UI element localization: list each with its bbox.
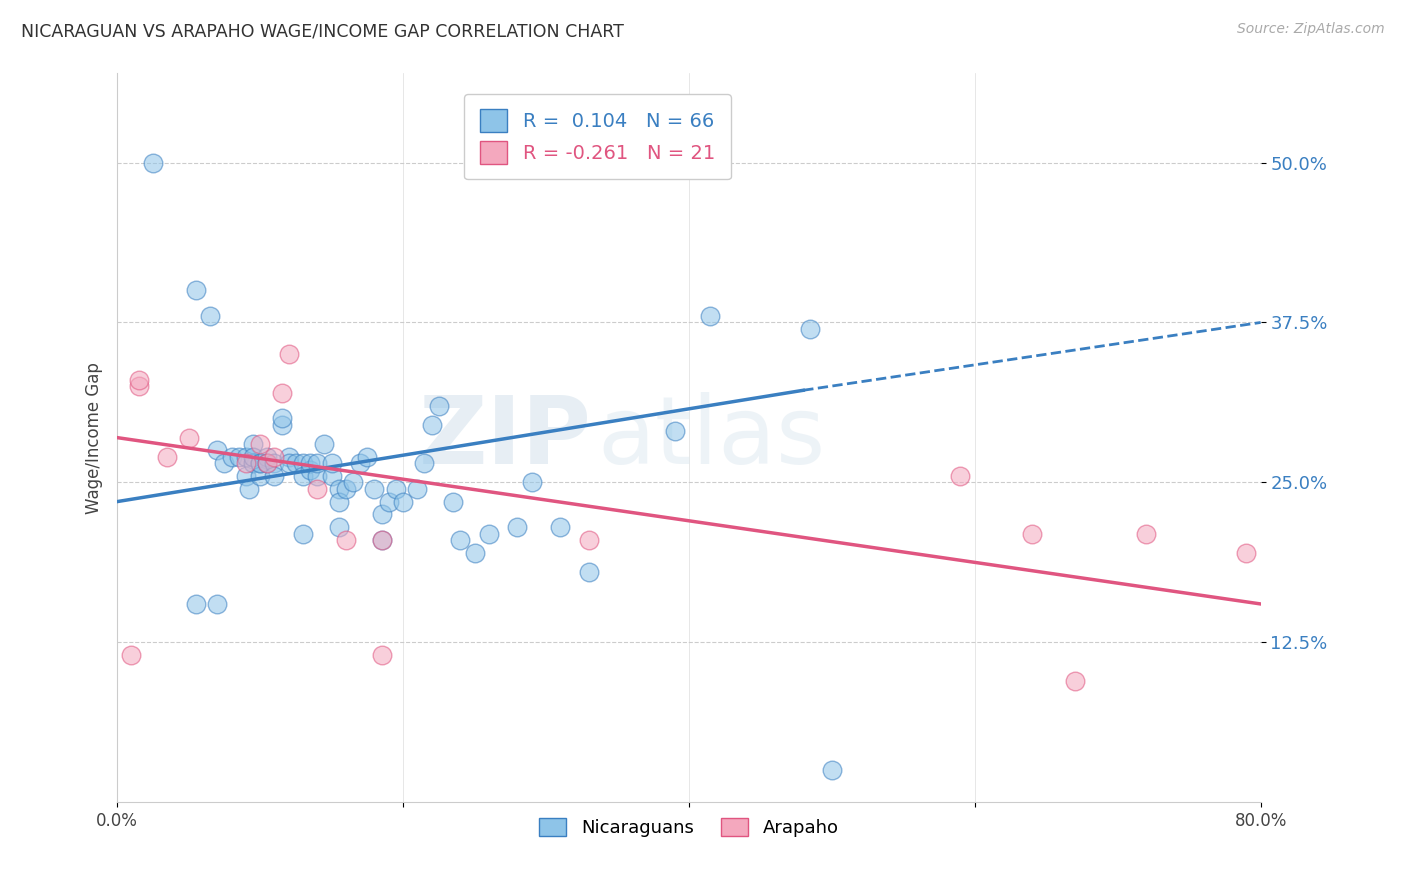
Point: [270, 417, 292, 432]
Point: [292, 526, 315, 541]
Point: [506, 520, 529, 534]
Point: [335, 533, 357, 547]
Point: [256, 456, 278, 470]
Point: [284, 456, 307, 470]
Point: [370, 508, 392, 522]
Point: [263, 469, 285, 483]
Point: [128, 373, 150, 387]
Point: [184, 284, 207, 298]
Point: [463, 546, 485, 560]
Text: Source: ZipAtlas.com: Source: ZipAtlas.com: [1237, 22, 1385, 37]
Point: [349, 456, 371, 470]
Point: [184, 597, 207, 611]
Point: [370, 648, 392, 662]
Point: [249, 456, 271, 470]
Point: [949, 469, 972, 483]
Point: [427, 399, 450, 413]
Point: [441, 494, 464, 508]
Point: [370, 533, 392, 547]
Point: [299, 456, 322, 470]
Point: [328, 520, 350, 534]
Point: [821, 764, 844, 778]
Point: [578, 565, 600, 579]
Point: [307, 482, 329, 496]
Point: [449, 533, 471, 547]
Point: [377, 494, 399, 508]
Point: [249, 456, 271, 470]
Point: [328, 494, 350, 508]
Point: [292, 456, 315, 470]
Point: [263, 456, 285, 470]
Point: [249, 469, 271, 483]
Point: [478, 526, 501, 541]
Point: [548, 520, 571, 534]
Point: [1063, 673, 1085, 688]
Point: [256, 450, 278, 464]
Point: [238, 482, 260, 496]
Point: [256, 456, 278, 470]
Point: [207, 597, 229, 611]
Point: [420, 417, 443, 432]
Point: [1234, 546, 1257, 560]
Text: ZIP: ZIP: [419, 392, 592, 483]
Point: [228, 450, 250, 464]
Point: [242, 437, 264, 451]
Point: [156, 450, 179, 464]
Point: [207, 443, 229, 458]
Point: [277, 347, 299, 361]
Point: [1021, 526, 1043, 541]
Point: [342, 475, 364, 490]
Point: [406, 482, 429, 496]
Point: [235, 450, 257, 464]
Point: [699, 309, 721, 323]
Point: [263, 450, 285, 464]
Point: [299, 462, 322, 476]
Point: [235, 469, 257, 483]
Point: [121, 648, 143, 662]
Point: [314, 437, 336, 451]
Point: [270, 411, 292, 425]
Point: [370, 533, 392, 547]
Point: [392, 494, 415, 508]
Point: [321, 456, 343, 470]
Point: [578, 533, 600, 547]
Point: [385, 482, 408, 496]
Legend: Nicaraguans, Arapaho: Nicaraguans, Arapaho: [533, 811, 845, 845]
Point: [321, 469, 343, 483]
Point: [292, 469, 315, 483]
Point: [356, 450, 378, 464]
Point: [235, 456, 257, 470]
Point: [363, 482, 385, 496]
Point: [664, 424, 686, 438]
Point: [277, 450, 299, 464]
Point: [249, 437, 271, 451]
Point: [270, 385, 292, 400]
Point: [214, 456, 236, 470]
Text: NICARAGUAN VS ARAPAHO WAGE/INCOME GAP CORRELATION CHART: NICARAGUAN VS ARAPAHO WAGE/INCOME GAP CO…: [21, 22, 624, 40]
Point: [177, 431, 200, 445]
Point: [413, 456, 436, 470]
Point: [128, 379, 150, 393]
Point: [142, 155, 165, 169]
Point: [328, 482, 350, 496]
Point: [335, 482, 357, 496]
Point: [277, 456, 299, 470]
Point: [242, 450, 264, 464]
Point: [799, 322, 821, 336]
Point: [198, 309, 221, 323]
Point: [307, 456, 329, 470]
Point: [307, 469, 329, 483]
Text: atlas: atlas: [598, 392, 825, 483]
Point: [242, 456, 264, 470]
Y-axis label: Wage/Income Gap: Wage/Income Gap: [86, 361, 103, 514]
Point: [1135, 526, 1157, 541]
Point: [520, 475, 543, 490]
Point: [221, 450, 243, 464]
